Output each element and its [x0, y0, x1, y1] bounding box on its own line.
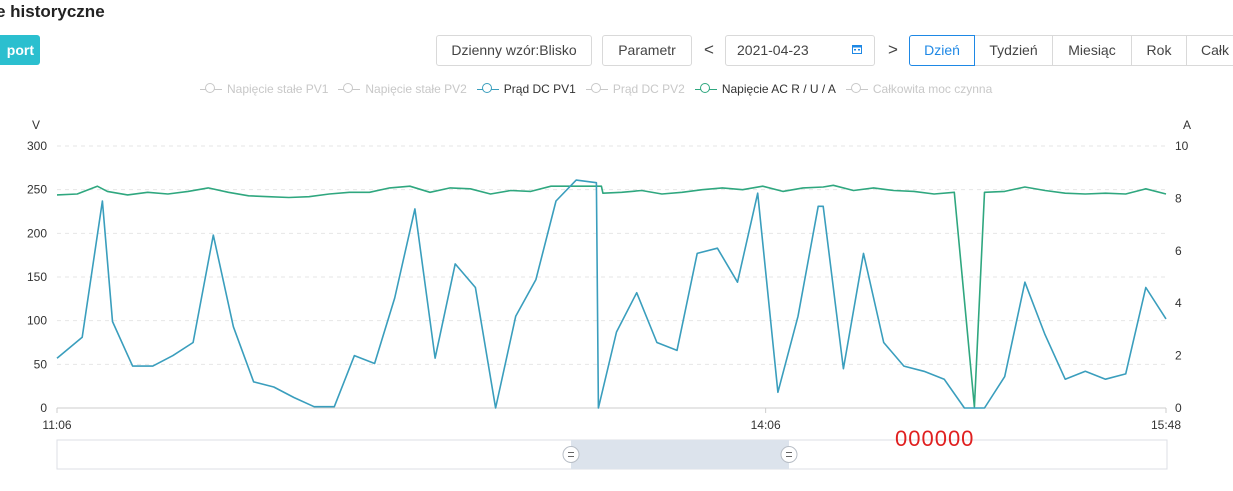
legend-label: Prąd DC PV2 [612, 82, 685, 96]
tab-week[interactable]: Tydzień [974, 35, 1053, 66]
legend-item-dc-voltage-pv1[interactable]: Napięcie stałe PV1 [200, 82, 328, 96]
left-tick-label: 50 [34, 357, 48, 371]
legend-label: Napięcie stałe PV2 [365, 82, 467, 96]
date-picker-input[interactable]: 2021-04-23 [725, 35, 875, 66]
right-tick-label: 4 [1175, 296, 1182, 310]
date-value: 2021-04-23 [737, 42, 809, 58]
legend-circle-icon [585, 82, 608, 96]
right-axis-unit: A [1183, 118, 1191, 132]
page-title: e historyczne [0, 2, 105, 21]
x-tick-label: 15:48 [1151, 418, 1181, 432]
tab-total[interactable]: Całk [1186, 35, 1233, 66]
tab-month[interactable]: Miesiąc [1052, 35, 1132, 66]
prev-date-arrow-icon[interactable]: < [704, 40, 714, 59]
left-tick-label: 300 [27, 139, 47, 153]
right-tick-label: 2 [1175, 349, 1182, 363]
legend-item-dc-voltage-pv2[interactable]: Napięcie stałe PV2 [338, 82, 467, 96]
history-line-chart: V A 300 250 200 150 100 50 0 10 8 6 4 2 0 11:06 14:06 15:… [27, 118, 1191, 470]
left-tick-label: 250 [27, 183, 47, 197]
series-line-ac-voltage [56, 184, 1167, 408]
x-tick-label: 14:06 [751, 418, 781, 432]
zoom-slider-window [571, 440, 789, 469]
right-tick-label: 6 [1175, 244, 1182, 258]
legend-item-dc-current-pv1[interactable]: Prąd DC PV1 [476, 82, 576, 96]
left-axis-unit: V [32, 118, 40, 132]
legend-label: Prąd DC PV1 [503, 82, 576, 96]
legend-circle-icon [338, 82, 361, 96]
x-tick-label: 11:06 [42, 418, 71, 432]
legend-item-total-active-power[interactable]: Całkowita moc czynna [845, 82, 993, 96]
legend-label: Napięcie stałe PV1 [227, 82, 329, 96]
left-tick-label: 150 [27, 270, 47, 284]
zoom-handle-left-icon[interactable] [562, 446, 580, 463]
chart-legend: Napięcie stałe PV1 Napięcie stałe PV2 Pr… [200, 81, 1002, 97]
left-tick-label: 100 [27, 314, 47, 328]
right-tick-label: 8 [1175, 191, 1182, 205]
tab-day[interactable]: Dzień [909, 35, 975, 66]
legend-label: Napięcie AC R / U / A [721, 82, 836, 96]
tab-year[interactable]: Rok [1131, 35, 1187, 66]
next-date-arrow-icon[interactable]: > [888, 40, 898, 59]
legend-circle-icon [476, 82, 499, 96]
legend-item-ac-voltage[interactable]: Napięcie AC R / U / A [694, 82, 836, 96]
series-line-dc-current-pv1 [56, 179, 1167, 409]
legend-circle-icon [845, 82, 868, 96]
legend-circle-icon [200, 82, 222, 96]
daily-pattern-button[interactable]: Dzienny wzór:Blisko [436, 35, 592, 66]
legend-item-dc-current-pv2[interactable]: Prąd DC PV2 [585, 82, 685, 96]
legend-label: Całkowita moc czynna [872, 82, 993, 96]
left-tick-label: 0 [40, 401, 47, 415]
parameter-button[interactable]: Parametr [602, 35, 692, 66]
watermark-text: 000000 [895, 426, 975, 451]
left-tick-label: 200 [27, 226, 47, 240]
right-tick-label: 0 [1175, 401, 1182, 415]
right-tick-label: 10 [1175, 139, 1189, 153]
period-selector: Dzień Tydzień Miesiąc Rok Całk [909, 35, 1233, 66]
legend-circle-icon [694, 82, 717, 96]
zoom-handle-right-icon[interactable] [780, 446, 798, 463]
calendar-icon [852, 45, 862, 54]
export-button[interactable]: port [0, 35, 40, 65]
